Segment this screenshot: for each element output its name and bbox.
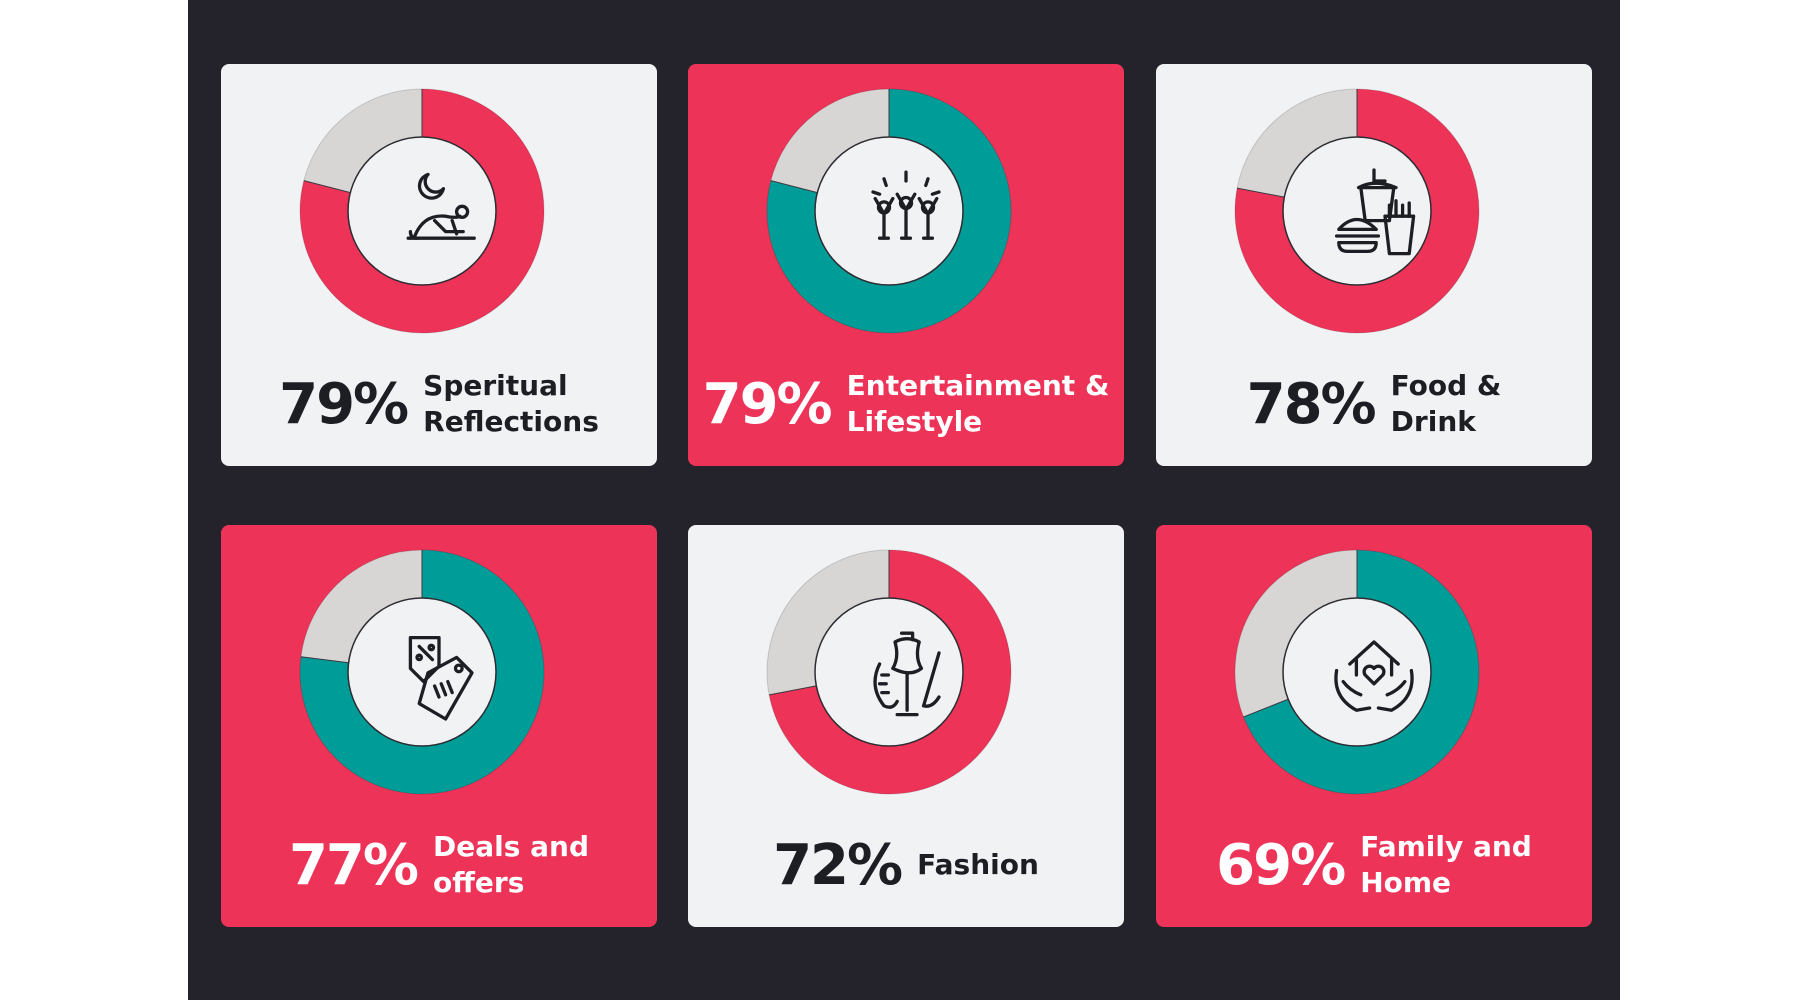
- category-label: Speritual Reflections: [423, 369, 599, 438]
- donut-value-segment: [767, 89, 1011, 333]
- stat-card-family-home: 69% Family and Home: [1156, 525, 1592, 927]
- donut-remainder-segment: [770, 89, 890, 194]
- donut-chart-entertainment-lifestyle: [766, 88, 1012, 334]
- donut-center: [347, 597, 497, 747]
- caption: 69% Family and Home: [1156, 815, 1592, 915]
- donut-remainder-segment: [1237, 89, 1358, 198]
- donut-remainder-segment: [1235, 550, 1358, 717]
- percent-value: 69%: [1216, 832, 1346, 898]
- donut-value-segment: [300, 550, 544, 794]
- tailor-mannequin-icon: [851, 620, 961, 730]
- stat-card-entertainment-lifestyle: 79% Entertainment & Lifestyle: [688, 64, 1124, 466]
- deal-tag-icon: [384, 620, 494, 730]
- donut-segment-divider: [769, 685, 817, 696]
- stat-card-deals-offers: 77% Deals and offers: [221, 525, 657, 927]
- donut-outer-edge: [766, 549, 1012, 795]
- donut-value-segment: [300, 89, 544, 333]
- stat-card-speritual-reflections: 79% Speritual Reflections: [221, 64, 657, 466]
- donut-segment-divider: [770, 180, 818, 194]
- category-label: Deals and offers: [433, 830, 590, 899]
- donut-value-segment: [1235, 89, 1479, 333]
- category-label: Entertainment & Lifestyle: [846, 369, 1110, 438]
- donut-center: [347, 136, 497, 286]
- caption: 79% Entertainment & Lifestyle: [688, 354, 1124, 454]
- percent-value: 77%: [288, 832, 419, 898]
- donut-segment-divider: [300, 656, 349, 664]
- donut-remainder-segment: [300, 550, 423, 664]
- donut-value-segment: [1243, 550, 1479, 794]
- donut-outer-edge: [299, 88, 545, 334]
- donut-outer-edge: [299, 549, 545, 795]
- donut-chart-fashion: [766, 549, 1012, 795]
- donut-outer-edge: [766, 88, 1012, 334]
- category-label: Fashion: [917, 848, 1039, 881]
- percent-value: 72%: [773, 832, 903, 898]
- donut-remainder-segment: [767, 550, 890, 695]
- percent-value: 78%: [1246, 371, 1377, 437]
- donut-remainder-segment: [303, 89, 423, 194]
- home-care-icon: [1319, 620, 1429, 730]
- donut-center: [1282, 136, 1432, 286]
- donut-segment-divider: [1237, 187, 1285, 198]
- caption: 79% Speritual Reflections: [221, 354, 657, 454]
- caption: 78% Food & Drink: [1156, 354, 1592, 454]
- prayer-icon: [384, 159, 494, 269]
- donut-outer-edge: [1234, 549, 1480, 795]
- donut-chart-food-drink: [1234, 88, 1480, 334]
- infographic-board: 79% Speritual Reflections 79% Entertainm…: [188, 0, 1620, 1000]
- donut-segment-divider: [1243, 698, 1289, 718]
- percent-value: 79%: [279, 371, 409, 437]
- celebration-icon: [851, 159, 961, 269]
- donut-outer-edge: [1234, 88, 1480, 334]
- category-label: Family and Home: [1360, 830, 1532, 899]
- percent-value: 79%: [702, 371, 833, 437]
- stat-card-fashion: 72% Fashion: [688, 525, 1124, 927]
- fast-food-icon: [1319, 159, 1429, 269]
- donut-segment-divider: [303, 180, 351, 194]
- donut-center: [814, 597, 964, 747]
- stat-card-food-drink: 78% Food & Drink: [1156, 64, 1592, 466]
- category-label: Food & Drink: [1390, 369, 1502, 438]
- donut-value-segment: [769, 550, 1011, 794]
- caption: 77% Deals and offers: [221, 815, 657, 915]
- donut-chart-deals-offers: [299, 549, 545, 795]
- caption: 72% Fashion: [688, 815, 1124, 915]
- donut-chart-speritual-reflections: [299, 88, 545, 334]
